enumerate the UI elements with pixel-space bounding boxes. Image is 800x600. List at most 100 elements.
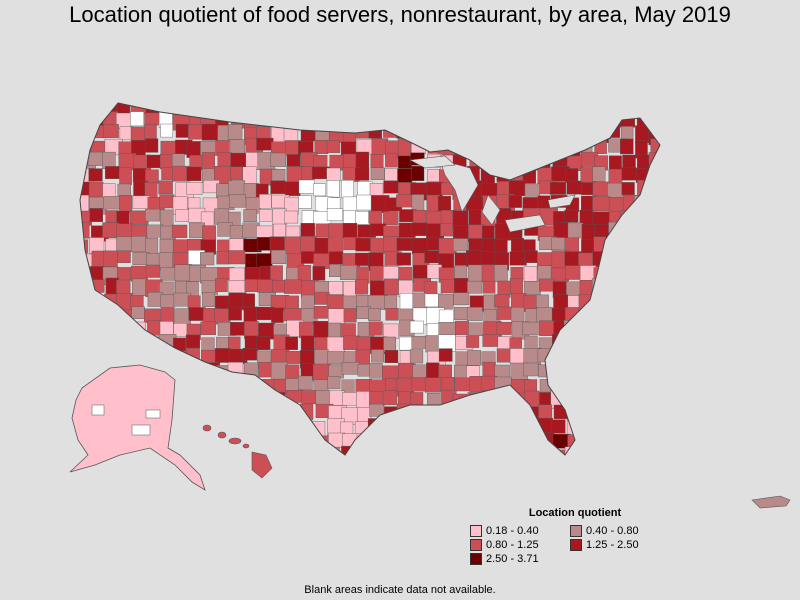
map-area bbox=[549, 181, 566, 195]
map-area bbox=[315, 390, 332, 406]
legend-title: Location quotient bbox=[528, 507, 622, 519]
legend-swatch-3 bbox=[570, 539, 582, 551]
map-area bbox=[481, 449, 496, 455]
map-area bbox=[230, 166, 243, 181]
map-area bbox=[342, 433, 359, 449]
map-area bbox=[229, 193, 246, 208]
map-area bbox=[131, 236, 147, 253]
map-area bbox=[298, 375, 313, 391]
map-area bbox=[213, 406, 230, 420]
map-area bbox=[384, 350, 399, 364]
map-area bbox=[396, 432, 413, 450]
map-area bbox=[651, 350, 660, 369]
map-area bbox=[497, 123, 511, 141]
map-area bbox=[271, 405, 285, 423]
map-area bbox=[397, 155, 413, 169]
map-area bbox=[80, 308, 96, 322]
map-area bbox=[467, 280, 482, 294]
map-area bbox=[622, 433, 636, 452]
map-title: Location quotient of food servers, nonre… bbox=[69, 2, 731, 27]
map-area bbox=[412, 209, 427, 225]
map-area bbox=[651, 362, 660, 378]
map-area bbox=[270, 152, 286, 167]
map-area bbox=[172, 435, 191, 454]
map-area bbox=[228, 420, 244, 435]
map-area bbox=[467, 126, 484, 144]
map-area bbox=[101, 306, 121, 323]
map-area bbox=[313, 183, 326, 197]
map-area bbox=[284, 236, 303, 255]
map-area bbox=[102, 348, 119, 366]
map-area bbox=[608, 432, 625, 450]
map-area bbox=[537, 447, 556, 455]
map-area bbox=[132, 195, 150, 209]
map-area bbox=[159, 194, 175, 209]
map-area bbox=[524, 335, 538, 350]
map-area bbox=[665, 295, 680, 312]
map-area bbox=[482, 103, 498, 110]
map-area bbox=[382, 390, 398, 406]
map-area bbox=[80, 295, 88, 309]
map-area bbox=[609, 236, 624, 251]
map-area bbox=[410, 126, 428, 145]
map-area bbox=[103, 319, 120, 336]
map-area bbox=[160, 123, 173, 138]
alaska-no-data-3 bbox=[91, 404, 105, 416]
map-area bbox=[369, 363, 383, 379]
map-area bbox=[399, 336, 413, 351]
map-area bbox=[89, 103, 108, 113]
map-area bbox=[189, 446, 203, 455]
map-area bbox=[592, 292, 611, 307]
map-area bbox=[593, 390, 609, 409]
map-area bbox=[412, 448, 431, 455]
map-area bbox=[664, 114, 680, 131]
map-area bbox=[455, 435, 472, 450]
map-area bbox=[354, 103, 373, 113]
map-area bbox=[441, 377, 455, 392]
map-area bbox=[650, 251, 660, 268]
legend-item-3: 1.25 - 2.50 bbox=[570, 539, 670, 551]
map-area bbox=[356, 336, 373, 351]
map-area bbox=[256, 253, 273, 268]
map-area bbox=[259, 103, 275, 112]
map-area bbox=[522, 152, 540, 171]
map-area bbox=[368, 103, 386, 116]
map-area bbox=[607, 364, 624, 381]
map-area bbox=[634, 103, 649, 111]
map-area bbox=[340, 323, 356, 337]
map-area bbox=[566, 180, 582, 195]
map-area bbox=[481, 264, 496, 283]
map-area bbox=[551, 125, 569, 139]
map-area bbox=[311, 421, 326, 438]
map-area bbox=[468, 137, 485, 152]
map-area bbox=[119, 194, 133, 213]
map-area bbox=[326, 180, 340, 198]
map-area bbox=[620, 350, 639, 367]
map-area bbox=[172, 421, 188, 440]
map-area bbox=[369, 403, 384, 417]
map-area bbox=[648, 152, 660, 171]
map-area bbox=[80, 365, 89, 380]
map-area bbox=[651, 280, 660, 297]
map-area bbox=[245, 103, 261, 113]
map-area bbox=[355, 279, 369, 295]
great-lake-0 bbox=[439, 159, 479, 213]
map-area bbox=[144, 138, 159, 153]
map-area bbox=[382, 103, 397, 112]
map-area bbox=[465, 435, 483, 452]
map-area bbox=[581, 223, 596, 242]
map-area bbox=[480, 418, 494, 434]
map-area bbox=[650, 264, 660, 278]
map-area bbox=[354, 421, 369, 435]
map-area bbox=[620, 447, 636, 455]
map-area bbox=[342, 392, 358, 406]
map-area bbox=[356, 194, 372, 211]
map-area bbox=[272, 103, 287, 114]
map-area bbox=[651, 293, 660, 309]
map-area bbox=[623, 336, 638, 352]
map-area bbox=[369, 391, 385, 406]
map-area bbox=[619, 239, 637, 255]
map-area bbox=[80, 277, 95, 296]
map-area bbox=[567, 434, 583, 453]
map-area bbox=[552, 333, 571, 352]
